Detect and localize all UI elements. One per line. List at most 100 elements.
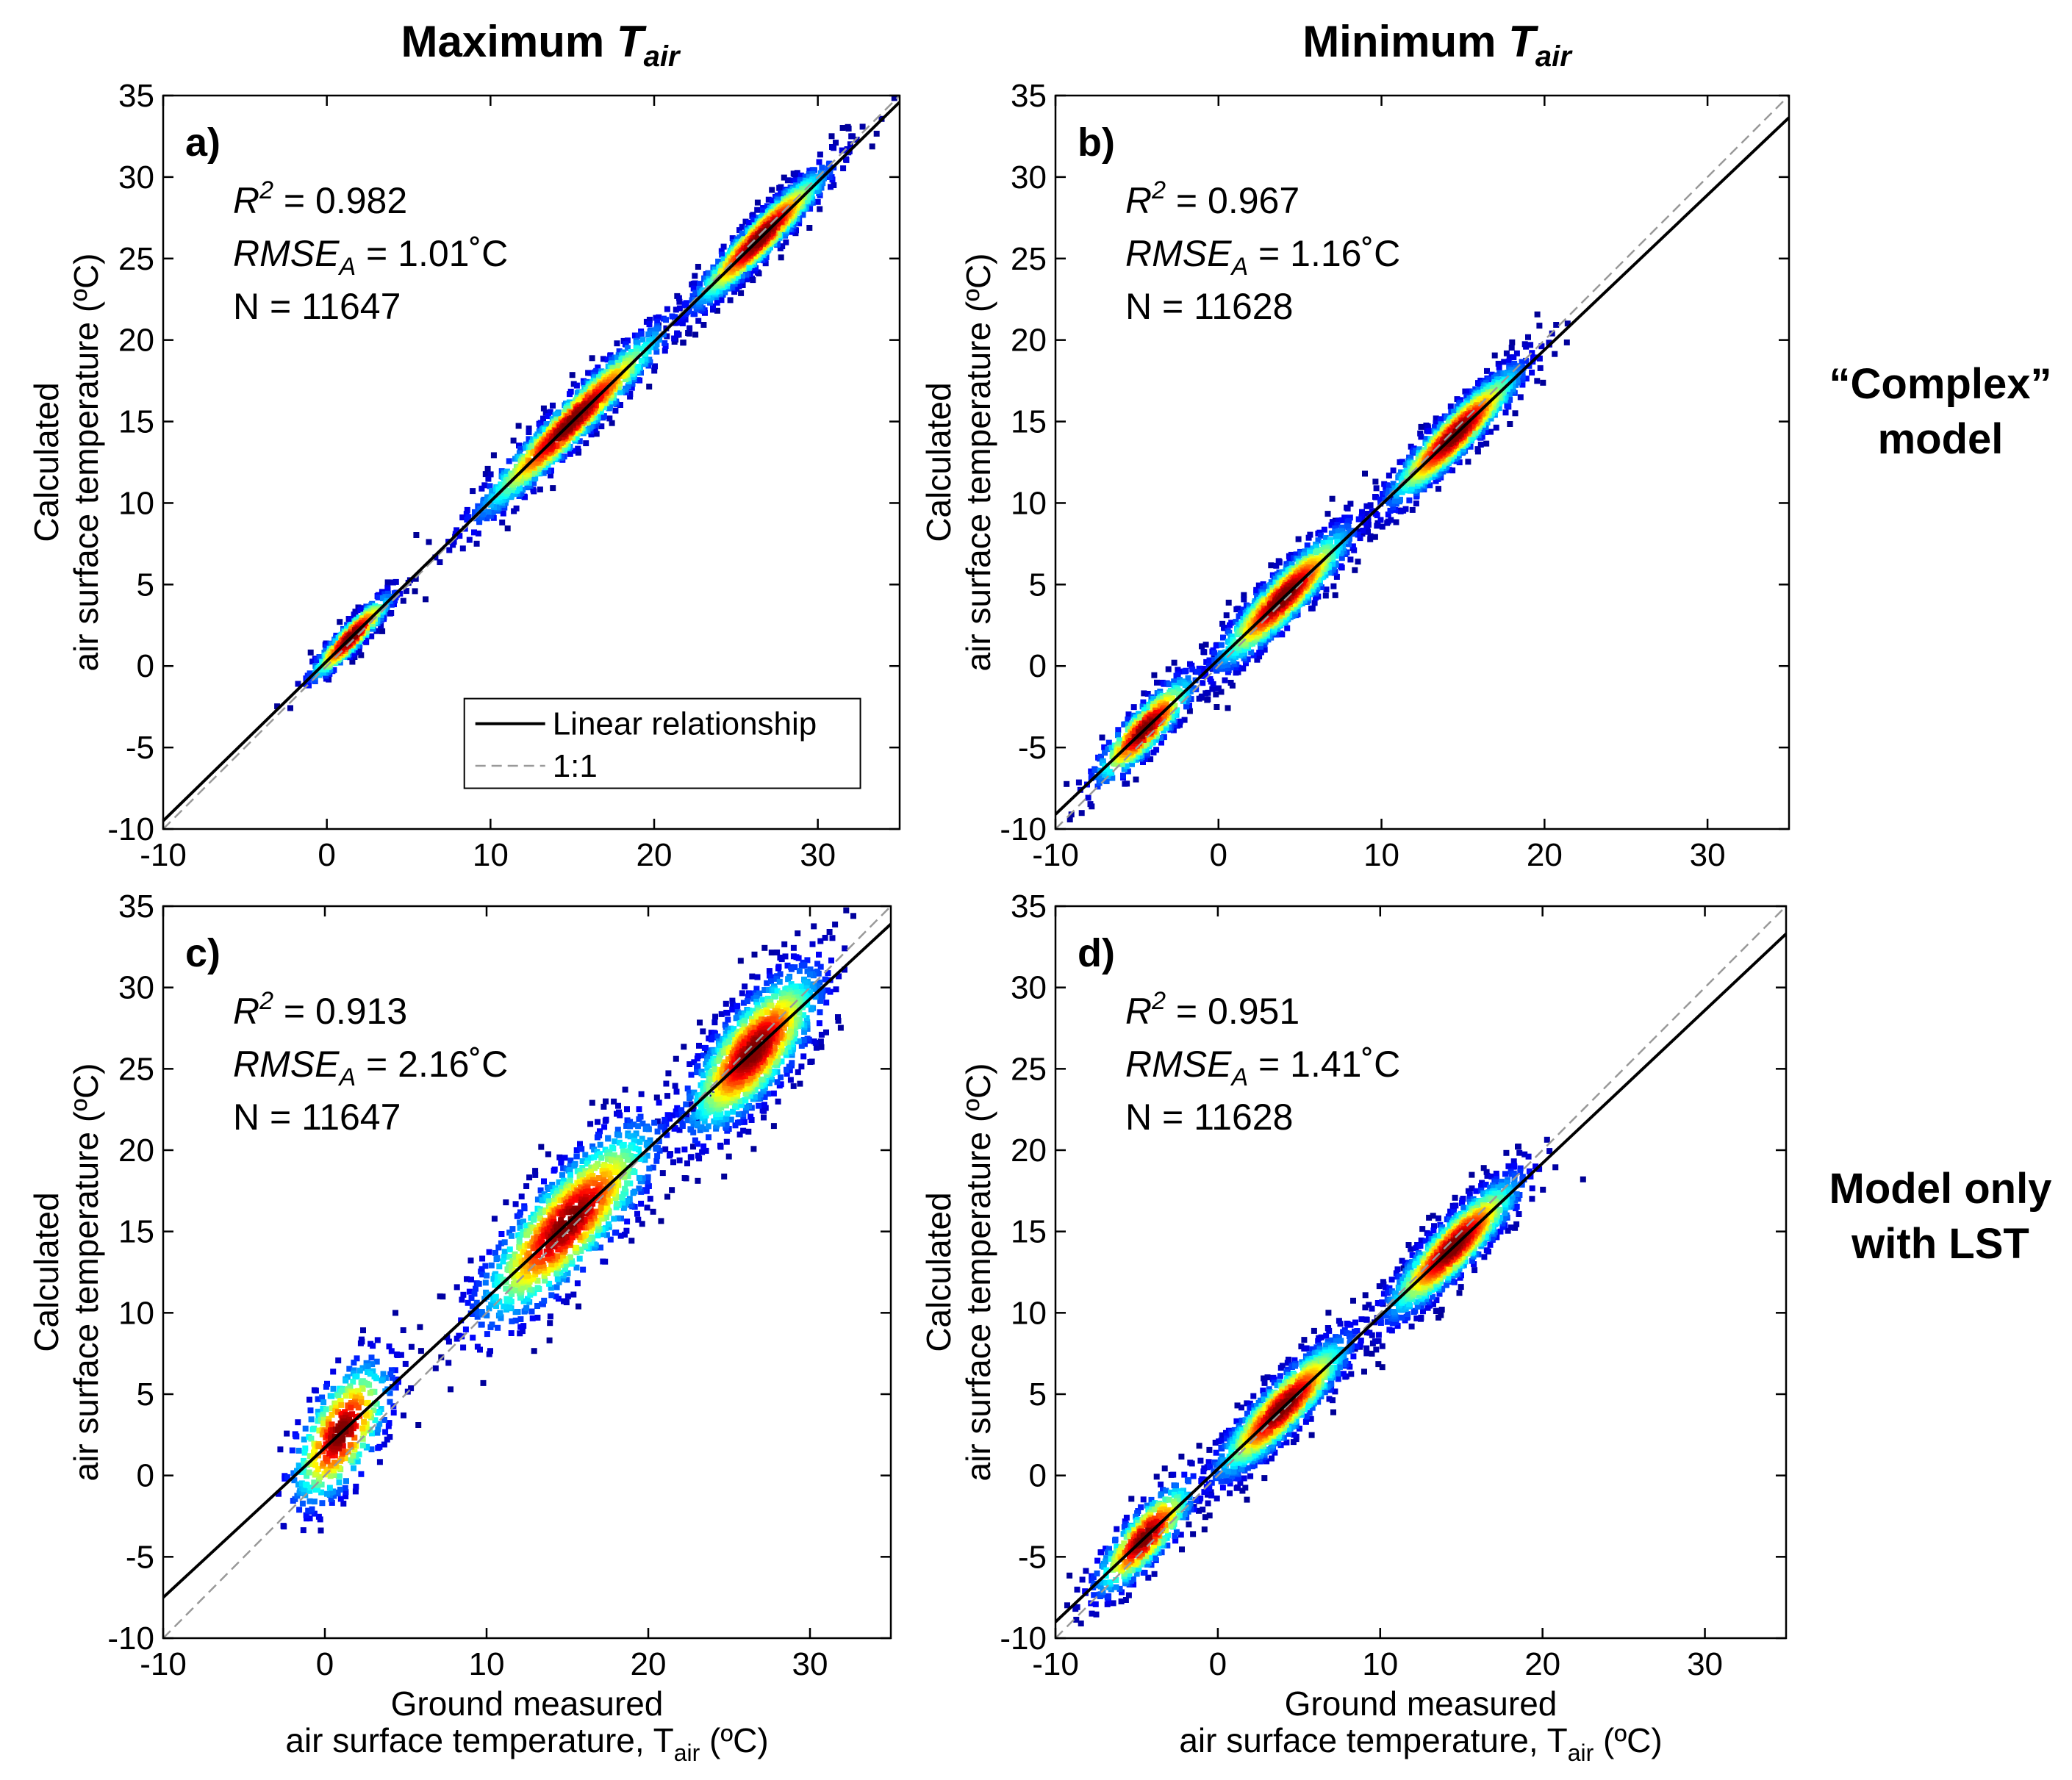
data-point bbox=[1158, 739, 1164, 746]
data-point bbox=[1103, 772, 1109, 778]
data-point bbox=[1256, 650, 1263, 656]
data-point bbox=[598, 401, 605, 408]
data-point bbox=[1385, 518, 1391, 525]
data-point bbox=[1409, 506, 1416, 513]
data-point bbox=[1115, 741, 1122, 747]
data-point bbox=[739, 223, 745, 230]
data-point bbox=[781, 174, 787, 181]
data-point bbox=[1261, 647, 1268, 653]
data-point bbox=[675, 295, 682, 301]
data-point bbox=[1447, 403, 1454, 409]
data-point bbox=[1387, 507, 1394, 514]
data-point bbox=[1474, 446, 1481, 453]
data-point bbox=[1501, 359, 1508, 365]
data-point bbox=[1240, 606, 1247, 613]
data-point bbox=[839, 125, 846, 131]
data-point bbox=[1417, 430, 1424, 437]
data-point bbox=[617, 402, 623, 408]
data-point bbox=[620, 337, 627, 344]
data-point bbox=[739, 276, 745, 282]
data-point bbox=[487, 483, 493, 489]
data-point bbox=[1268, 562, 1275, 569]
y-axis-label-line2: air surface temperature (ºC) bbox=[67, 254, 105, 672]
data-point bbox=[1393, 519, 1399, 525]
data-point bbox=[1241, 592, 1247, 598]
data-point bbox=[1068, 811, 1075, 818]
data-point bbox=[1328, 530, 1335, 536]
data-point bbox=[1323, 586, 1330, 593]
y-tick-label: 0 bbox=[137, 648, 154, 684]
data-point bbox=[689, 297, 695, 304]
data-point bbox=[1133, 776, 1139, 783]
data-point bbox=[1141, 707, 1147, 714]
data-point bbox=[1162, 725, 1169, 731]
data-point bbox=[1212, 666, 1219, 672]
data-point bbox=[1130, 704, 1137, 711]
data-point bbox=[337, 619, 343, 625]
data-point bbox=[454, 527, 460, 534]
data-point bbox=[1085, 794, 1091, 801]
data-point bbox=[520, 487, 526, 493]
data-point bbox=[1352, 567, 1358, 573]
data-point bbox=[1202, 671, 1208, 678]
data-point bbox=[1218, 689, 1225, 695]
data-point bbox=[1098, 753, 1104, 760]
data-point bbox=[1183, 698, 1190, 705]
data-point bbox=[843, 156, 849, 162]
data-point bbox=[540, 470, 547, 476]
data-point bbox=[1509, 339, 1516, 345]
data-point bbox=[690, 285, 697, 292]
data-point bbox=[1151, 696, 1158, 702]
data-point bbox=[647, 338, 653, 345]
data-point bbox=[332, 638, 339, 645]
data-point bbox=[1248, 649, 1255, 656]
data-point bbox=[1108, 744, 1115, 751]
data-point bbox=[530, 443, 536, 450]
data-point bbox=[663, 317, 669, 323]
data-point bbox=[472, 509, 478, 515]
data-point bbox=[692, 273, 698, 279]
data-point bbox=[1215, 685, 1222, 692]
data-point bbox=[792, 177, 799, 184]
data-point bbox=[1122, 748, 1128, 755]
data-point bbox=[1390, 467, 1397, 474]
data-point bbox=[1261, 630, 1266, 636]
data-point bbox=[743, 271, 750, 278]
data-point bbox=[545, 468, 552, 475]
data-point bbox=[645, 331, 652, 338]
data-point bbox=[1115, 732, 1121, 739]
data-point bbox=[465, 514, 472, 520]
data-point bbox=[517, 485, 523, 492]
data-point bbox=[831, 145, 837, 151]
data-point bbox=[1203, 658, 1210, 665]
data-point bbox=[1508, 345, 1515, 351]
data-point bbox=[1257, 640, 1263, 647]
legend-box bbox=[463, 697, 861, 789]
data-point bbox=[1235, 622, 1241, 628]
data-point bbox=[1218, 651, 1225, 658]
panel-letter: a) bbox=[185, 121, 221, 165]
data-point bbox=[1563, 339, 1570, 345]
legend-linear-label: Linear relationship bbox=[553, 706, 817, 742]
data-point bbox=[490, 452, 497, 459]
data-point bbox=[638, 331, 645, 337]
data-point bbox=[1250, 652, 1257, 658]
data-point bbox=[1534, 311, 1541, 317]
data-point bbox=[598, 373, 603, 380]
data-point bbox=[652, 363, 658, 370]
data-point bbox=[1227, 680, 1234, 686]
data-point bbox=[1205, 696, 1211, 703]
data-point bbox=[750, 217, 756, 223]
data-point bbox=[463, 511, 470, 517]
data-point bbox=[1465, 459, 1471, 465]
data-point bbox=[525, 453, 531, 460]
data-point bbox=[806, 171, 812, 177]
data-point bbox=[1332, 525, 1338, 531]
data-point bbox=[1373, 494, 1380, 500]
data-point bbox=[1295, 536, 1302, 542]
data-point bbox=[840, 165, 847, 171]
data-point bbox=[550, 402, 556, 409]
data-point bbox=[736, 234, 743, 240]
data-point bbox=[1293, 551, 1300, 558]
